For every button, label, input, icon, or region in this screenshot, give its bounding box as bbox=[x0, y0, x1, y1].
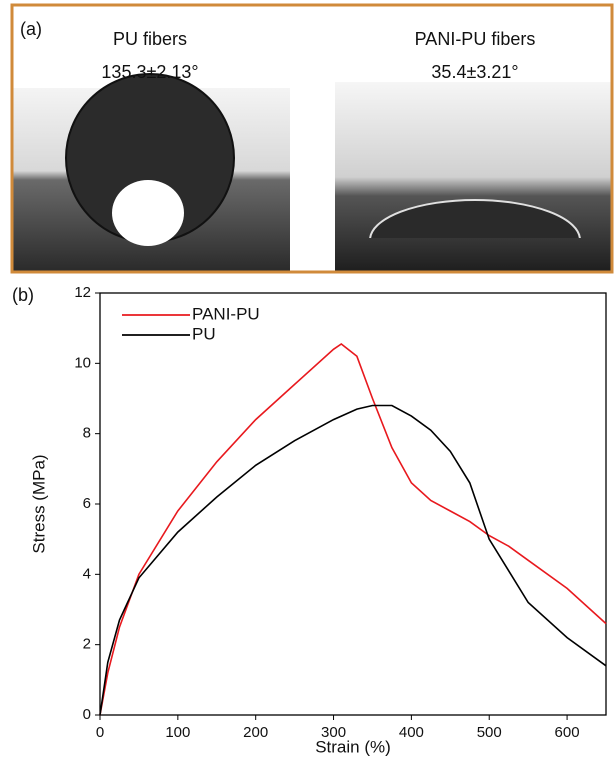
data-line bbox=[99, 404, 607, 716]
y-tick-label: 4 bbox=[83, 565, 91, 582]
panel-label: (b) bbox=[12, 285, 34, 305]
y-tick-label: 6 bbox=[83, 495, 91, 512]
y-axis-label: Stress (MPa) bbox=[29, 454, 48, 553]
droplet-highlight bbox=[112, 180, 184, 246]
y-tick-label: 2 bbox=[83, 636, 91, 653]
x-tick-label: 100 bbox=[165, 724, 190, 741]
photo-title: PANI-PU fibers bbox=[415, 29, 536, 49]
x-tick-label: 600 bbox=[555, 724, 580, 741]
x-tick-label: 0 bbox=[96, 724, 104, 741]
x-tick-label: 300 bbox=[321, 724, 346, 741]
plot-frame bbox=[99, 292, 607, 716]
panel-label: (a) bbox=[20, 19, 42, 39]
y-tick-label: 10 bbox=[74, 354, 91, 371]
data-line bbox=[99, 343, 607, 716]
panel-a-frame bbox=[10, 3, 614, 274]
legend-label: PANI-PU bbox=[192, 304, 260, 323]
x-axis-label: Strain (%) bbox=[315, 737, 391, 756]
x-tick-label: 200 bbox=[243, 724, 268, 741]
contact-angle: 35.4±3.21° bbox=[431, 62, 518, 82]
x-tick-label: 400 bbox=[399, 724, 424, 741]
legend-label: PU bbox=[192, 324, 216, 343]
y-tick-label: 12 bbox=[74, 284, 91, 301]
droplet-right bbox=[369, 199, 581, 238]
photo-right bbox=[335, 82, 612, 272]
y-tick-label: 0 bbox=[83, 706, 91, 723]
photo-title: PU fibers bbox=[113, 29, 187, 49]
contact-angle: 135.3±2.13° bbox=[101, 62, 198, 82]
y-tick-label: 8 bbox=[83, 425, 91, 442]
x-tick-label: 500 bbox=[477, 724, 502, 741]
